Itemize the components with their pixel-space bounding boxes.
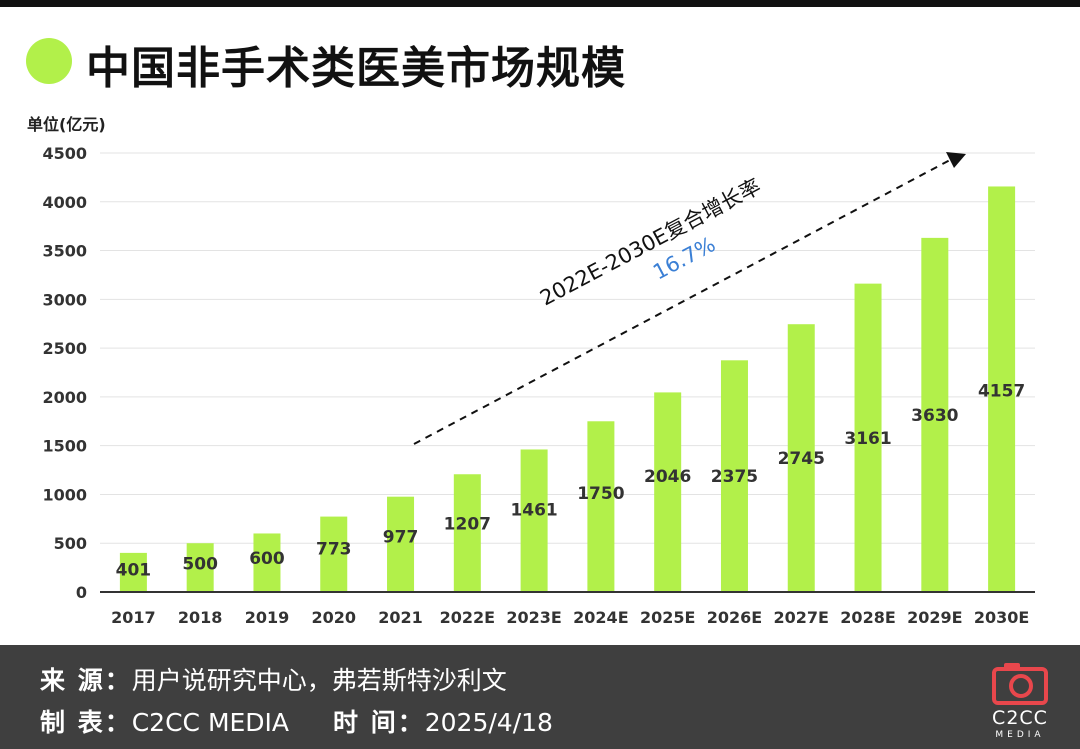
maker-label: 制 表： [40,708,132,737]
y-tick-label: 1500 [42,437,87,456]
y-tick-label: 4500 [42,144,87,163]
bar-value-label: 3630 [911,406,958,426]
x-tick-label: 2025E [640,608,695,627]
bar-value-label: 1207 [444,515,491,535]
x-tick-label: 2019 [245,608,290,627]
x-tick-label: 2017 [111,608,156,627]
y-axis-label: 单位(亿元) [27,115,106,134]
x-tick-label: 2028E [840,608,895,627]
x-tick-label: 2030E [974,608,1029,627]
y-tick-label: 0 [76,583,87,602]
bar [854,283,882,592]
bar-value-label: 1750 [577,484,624,504]
bar [587,421,615,592]
bar [988,186,1016,593]
x-tick-label: 2026E [707,608,762,627]
bar-value-label: 401 [116,560,152,580]
source-row: 来 源：用户说研究中心，弗若斯特沙利文 [40,661,507,697]
bar [119,552,147,592]
c2cc-logo: C2CC MEDIA [982,659,1058,743]
bar [654,392,682,592]
title-dot [26,38,72,84]
top-bar [0,0,1080,7]
bar-value-label: 773 [316,539,352,559]
source-label: 来 源： [40,666,132,695]
bar-value-label: 2745 [778,449,825,469]
x-tick-label: 2024E [573,608,628,627]
bar-value-label: 500 [182,555,218,575]
maker-value: C2CC MEDIA [131,708,290,737]
y-tick-label: 2500 [42,339,87,358]
x-tick-label: 2029E [907,608,962,627]
bar-value-label: 2046 [644,467,691,487]
camera-icon [992,663,1048,705]
y-tick-label: 500 [54,534,87,553]
bar-value-label: 977 [383,528,419,548]
source-value: 用户说研究中心，弗若斯特沙利文 [131,666,507,695]
bar-value-label: 4157 [978,381,1025,401]
y-tick-label: 4000 [42,193,87,212]
x-tick-label: 2027E [774,608,829,627]
bar [186,543,214,592]
logo-sub: MEDIA [995,730,1045,740]
time-value: 2025/4/18 [424,708,553,737]
bar-chart: 单位(亿元) 0 500 1000 1500 2000 2500 3000 3500 4000 45… [27,115,1035,627]
bar [453,474,481,592]
bar [520,449,548,592]
bar [921,237,949,592]
x-tick-label: 2020 [311,608,356,627]
y-tick-label: 1000 [42,485,87,504]
x-tick-label: 2021 [378,608,423,627]
trend-arrow-line [413,159,951,445]
bar [387,496,415,592]
maker-row: 制 表：C2CC MEDIA 时 间：2025/4/18 [40,703,553,739]
time-label: 时 间： [333,708,425,737]
bar-value-label: 3161 [844,429,891,449]
bar [720,360,748,592]
x-tick-label: 2023E [506,608,561,627]
trend-arrow-head [946,152,966,168]
cagr-label: 2022E-2030E复合增长率 [536,174,765,310]
y-tick-label: 3500 [42,242,87,261]
x-tick-label: 2022E [440,608,495,627]
y-tick-label: 3000 [42,290,87,309]
bar-value-label: 2375 [711,467,758,487]
bar-value-label: 600 [249,549,285,569]
bar [253,533,281,592]
bar [787,324,815,592]
footer: 来 源：用户说研究中心，弗若斯特沙利文 制 表：C2CC MEDIA 时 间：20… [0,645,1080,749]
y-tick-label: 2000 [42,388,87,407]
x-tick-label: 2018 [178,608,223,627]
bar [320,516,348,592]
page-title: 中国非手术类医美市场规模 [86,43,626,94]
logo-name: C2CC [992,707,1048,729]
bar-value-label: 1461 [510,500,557,520]
